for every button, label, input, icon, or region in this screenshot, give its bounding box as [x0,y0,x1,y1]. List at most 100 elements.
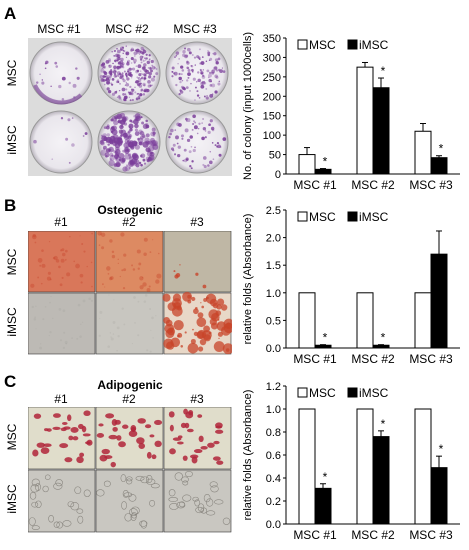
adipogenic-chart: 0.0 0.2 0.4 0.6 0.8 1.0 1.2 relative folds (Abs… [242,381,460,542]
col-label-c3: #3 [190,392,204,406]
micrograph [28,469,96,533]
culture-dish [165,41,229,105]
category-label: MSC #1 [293,528,337,542]
category-label: MSC #3 [409,528,453,542]
significance-star: * [439,442,444,456]
col-label-b3: #3 [190,215,204,229]
y-tick-label: 0.0 [266,519,281,531]
y-tick-label: 200 [263,91,281,103]
significance-star: * [323,331,328,345]
colony-plates [28,38,232,176]
adipogenic-photos [28,407,232,533]
y-tick-label: 1.5 [266,260,281,272]
micrograph [163,231,232,293]
row-label-b-msc: MSC [5,248,19,276]
row-label-a-imsc: iMSC [5,125,19,155]
bar [372,436,390,525]
micrograph [163,469,232,533]
significance-star: * [439,142,444,156]
col-label-c2: #2 [122,392,136,406]
micrograph [162,291,232,355]
bar [430,253,448,349]
culture-dish [29,110,93,174]
y-tick-label: 1.2 [266,381,281,393]
legend-swatch [347,387,358,398]
bar [372,344,390,349]
y-tick-label: 1.0 [266,404,281,416]
significance-star: * [381,331,386,345]
bar [430,157,448,175]
legend-label: MSC [309,386,336,400]
micrograph [163,407,232,470]
category-label: MSC #3 [409,178,453,192]
row-label-c-imsc: iMSC [5,484,19,514]
y-tick-label: 0.4 [266,473,281,485]
legend-swatch [347,211,358,222]
col-label-a3: MSC #3 [173,22,217,36]
y-tick-label: 150 [263,111,281,123]
micrograph [28,231,96,293]
panel-letter-c: C [4,372,17,391]
category-label: MSC #1 [293,352,337,366]
category-label: MSC #1 [293,178,337,192]
category-label: MSC #3 [409,352,453,366]
legend-swatch [297,39,308,50]
y-tick-label: 100 [263,130,281,142]
micrograph [28,407,96,470]
micrograph [95,469,164,533]
col-label-a2: MSC #2 [105,22,149,36]
significance-star: * [323,155,328,169]
y-tick-label: 0.0 [266,343,281,355]
legend-swatch [347,39,358,50]
bar [356,292,374,349]
bar [356,66,374,175]
bar [414,408,432,525]
row-label-c-msc: MSC [5,423,19,451]
col-label-b2: #2 [122,215,136,229]
y-tick-label: 300 [263,52,281,64]
significance-star: * [323,470,328,484]
category-label: MSC #2 [351,528,395,542]
significance-star: * [381,64,386,78]
category-label: MSC #2 [351,352,395,366]
bar [298,154,316,175]
bar [372,87,390,175]
culture-dish [97,110,161,174]
y-tick-label: 1.0 [266,288,281,300]
y-axis-label: relative folds (Absorbance) [242,390,254,521]
legend-label: iMSC [359,210,389,224]
culture-dish [97,41,161,105]
col-label-a1: MSC #1 [37,22,81,36]
micrograph [95,407,164,470]
bar [414,292,432,349]
legend-swatch [297,387,308,398]
osteogenic-photos [28,231,232,355]
bar [314,168,332,175]
y-tick-label: 0.5 [266,315,281,327]
bar [356,408,374,525]
micrograph [95,231,164,293]
y-tick-label: 0 [275,169,281,181]
y-axis-label: relative folds (Absorbance) [242,214,254,345]
panel-title-adipogenic: Adipogenic [97,378,163,392]
legend-swatch [297,211,308,222]
category-label: MSC #2 [351,178,395,192]
bar [314,344,332,349]
bar [414,130,432,175]
legend-label: iMSC [359,38,389,52]
legend-label: iMSC [359,386,389,400]
y-tick-label: 0.8 [266,427,281,439]
panel-letter-a: A [4,4,17,23]
legend-label: MSC [309,38,336,52]
panel-title-osteogenic: Osteogenic [97,203,163,217]
row-label-a-msc: MSC [5,59,19,87]
micrograph [28,292,96,355]
bar [298,292,316,349]
y-tick-label: 2.5 [266,205,281,217]
culture-dish [165,110,229,174]
row-label-b-imsc: iMSC [5,307,19,337]
bar [298,408,316,525]
y-tick-label: 0.6 [266,450,281,462]
bar [314,487,332,525]
micrograph [95,292,164,355]
